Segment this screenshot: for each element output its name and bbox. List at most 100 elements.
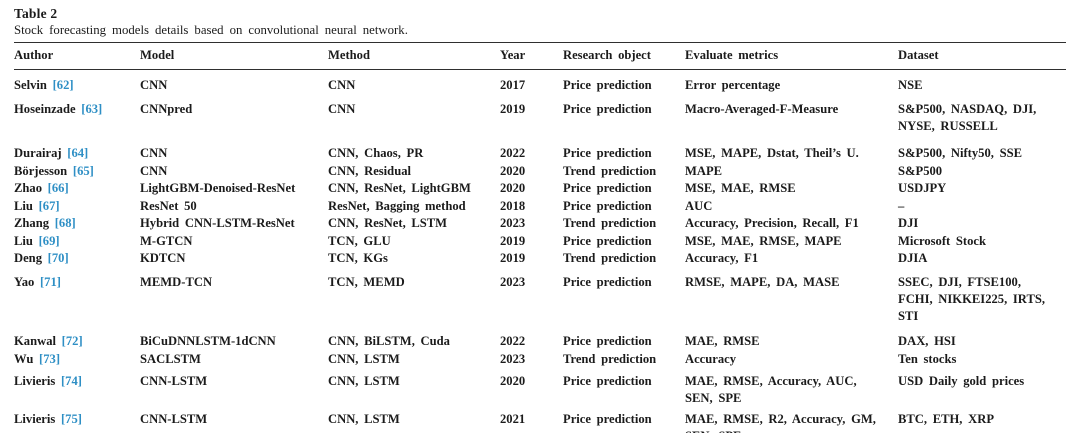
header-row: Author Model Method Year Research object… [14, 43, 1066, 70]
column-header-method: Method [328, 48, 370, 62]
research-object-cell: Price prediction [563, 181, 652, 195]
method-cell: CNN, LSTM [328, 351, 400, 366]
citation-link[interactable]: 67 [39, 199, 60, 213]
table-row: Kanwal 72 BiCuDNNLSTM-1dCNN CNN, BiLSTM,… [14, 333, 1066, 351]
citation-link[interactable]: 72 [62, 334, 83, 348]
author-name: Durairaj [14, 146, 62, 160]
citation-link[interactable]: 68 [55, 216, 76, 230]
metrics-cell: MAE, RMSE, Accuracy, AUC, SEN, SPE [685, 373, 857, 405]
citation-link[interactable]: 64 [67, 146, 88, 160]
author-cell: Hoseinzade 63 [14, 101, 140, 145]
model-cell: M-GTCN [140, 233, 193, 248]
method-cell: CNN, LSTM [328, 411, 400, 426]
method-cell: CNN [328, 102, 356, 116]
year-cell: 2017 [500, 78, 526, 92]
method-cell: CNN [328, 78, 356, 92]
dataset-cell: – [898, 198, 905, 213]
citation-link[interactable]: 62 [53, 78, 74, 92]
table-row: Livieris 74 CNN-LSTM CNN, LSTM 2020 Pric… [14, 373, 1066, 411]
method-cell: TCN, GLU [328, 233, 391, 248]
table-row: Wu 73 SACLSTM CNN, LSTM 2023 Trend predi… [14, 351, 1066, 373]
citation-link[interactable]: 70 [48, 251, 69, 265]
author-cell: Zhao 66 [14, 180, 140, 198]
author-name: Wu [14, 351, 34, 366]
research-object-cell: Price prediction [563, 78, 652, 92]
table-row: Selvin 62 CNN CNN 2017 Price prediction … [14, 70, 1066, 102]
dataset-cell: S&P500 [898, 163, 943, 178]
dataset-cell: DJIA [898, 251, 928, 265]
citation-link[interactable]: 75 [61, 412, 82, 426]
citation-link[interactable]: 73 [39, 352, 60, 366]
author-cell: Liu 69 [14, 233, 140, 251]
year-cell: 2022 [500, 146, 526, 160]
research-object-cell: Price prediction [563, 275, 652, 289]
author-cell: Liu 67 [14, 198, 140, 216]
method-cell: CNN, ResNet, LSTM [328, 216, 448, 230]
citation-link[interactable]: 65 [73, 164, 94, 178]
model-cell: CNN-LSTM [140, 411, 208, 426]
table-body: Selvin 62 CNN CNN 2017 Price prediction … [14, 70, 1066, 433]
metrics-cell: Error percentage [685, 78, 781, 92]
research-object-cell: Price prediction [563, 102, 652, 116]
model-cell: CNN [140, 146, 168, 160]
author-cell: Livieris 75 [14, 411, 140, 433]
metrics-cell: MAE, RMSE [685, 334, 760, 348]
research-object-cell: Trend prediction [563, 163, 657, 178]
metrics-cell: MAE, RMSE, R2, Accuracy, GM, SEN, SPE [685, 411, 876, 433]
table-row: Hoseinzade 63 CNNpred CNN 2019 Price pre… [14, 101, 1066, 145]
citation-link[interactable]: 74 [61, 374, 82, 388]
metrics-cell: MAPE [685, 163, 723, 178]
dataset-cell: BTC, ETH, XRP [898, 411, 995, 426]
table-row: Durairaj 64 CNN CNN, Chaos, PR 2022 Pric… [14, 145, 1066, 163]
research-object-cell: Trend prediction [563, 351, 657, 366]
year-cell: 2019 [500, 233, 526, 248]
model-cell: BiCuDNNLSTM-1dCNN [140, 334, 276, 348]
research-object-cell: Price prediction [563, 233, 652, 248]
table-row: Liu 67 ResNet 50 ResNet, Bagging method … [14, 198, 1066, 216]
citation-link[interactable]: 63 [81, 102, 102, 116]
model-cell: KDTCN [140, 251, 186, 265]
research-object-cell: Trend prediction [563, 216, 657, 230]
research-object-cell: Trend prediction [563, 251, 657, 265]
year-cell: 2023 [500, 216, 526, 230]
author-cell: Börjesson 65 [14, 163, 140, 181]
author-name: Liu [14, 198, 33, 213]
model-cell: ResNet 50 [140, 198, 197, 213]
method-cell: TCN, MEMD [328, 275, 405, 289]
table-row: Livieris 75 CNN-LSTM CNN, LSTM 2021 Pric… [14, 411, 1066, 433]
year-cell: 2018 [500, 198, 526, 213]
column-header-dataset: Dataset [898, 48, 939, 62]
column-header-author: Author [14, 48, 54, 62]
year-cell: 2022 [500, 334, 526, 348]
method-cell: CNN, Residual [328, 163, 411, 178]
author-cell: Wu 73 [14, 351, 140, 373]
column-header-research-object: Research object [563, 48, 651, 62]
table-caption: Stock forecasting models details based o… [14, 23, 408, 37]
metrics-cell: MSE, MAE, RMSE [685, 181, 796, 195]
dataset-cell: Microsoft Stock [898, 233, 986, 248]
citation-link[interactable]: 66 [48, 181, 69, 195]
year-cell: 2020 [500, 181, 526, 195]
metrics-cell: MSE, MAE, RMSE, MAPE [685, 233, 842, 248]
research-object-cell: Price prediction [563, 411, 652, 426]
citation-link[interactable]: 69 [39, 234, 60, 248]
year-cell: 2023 [500, 275, 526, 289]
author-name: Börjesson [14, 163, 68, 178]
year-cell: 2020 [500, 373, 526, 388]
table-row: Zhao 66 LightGBM-Denoised-ResNet CNN, Re… [14, 180, 1066, 198]
dataset-cell: Ten stocks [898, 351, 957, 366]
dataset-cell: S&P500, Nifty50, SSE [898, 146, 1022, 160]
author-cell: Yao 71 [14, 274, 140, 333]
model-cell: CNNpred [140, 102, 193, 116]
author-cell: Zhang 68 [14, 215, 140, 233]
model-cell: Hybrid CNN-LSTM-ResNet [140, 216, 295, 230]
dataset-cell: S&P500, NASDAQ, DJI, NYSE, RUSSELL [898, 102, 1037, 133]
author-cell: Kanwal 72 [14, 333, 140, 351]
metrics-cell: MSE, MAPE, Dstat, Theil’s U. [685, 146, 859, 160]
citation-link[interactable]: 71 [40, 275, 61, 289]
column-header-evaluate-metrics: Evaluate metrics [685, 48, 779, 62]
author-name: Zhao [14, 181, 42, 195]
author-cell: Livieris 74 [14, 373, 140, 411]
method-cell: TCN, KGs [328, 251, 388, 265]
model-cell: CNN-LSTM [140, 373, 208, 388]
